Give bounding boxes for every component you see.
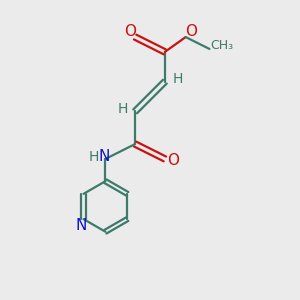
Text: N: N bbox=[76, 218, 87, 233]
Text: CH₃: CH₃ bbox=[210, 40, 233, 52]
Text: O: O bbox=[167, 153, 179, 168]
Text: H: H bbox=[118, 102, 128, 116]
Text: H: H bbox=[89, 149, 99, 164]
Text: O: O bbox=[124, 24, 136, 39]
Text: H: H bbox=[172, 72, 182, 86]
Text: N: N bbox=[98, 149, 110, 164]
Text: O: O bbox=[185, 24, 197, 39]
